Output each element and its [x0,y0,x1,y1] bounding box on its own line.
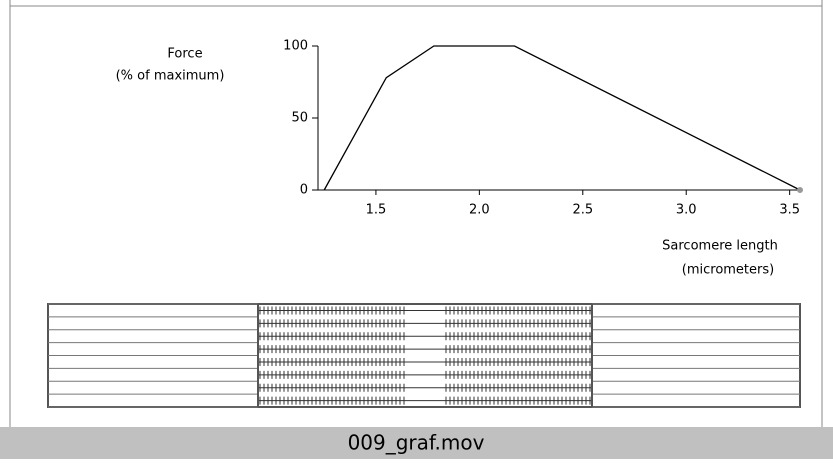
x-tick-label: 1.5 [366,203,387,218]
x-axis-label: (micrometers) [682,263,774,278]
x-tick-label: 2.0 [469,203,490,218]
x-axis-label: Sarcomere length [662,239,778,254]
force-line [323,45,801,191]
x-tick-label: 2.5 [572,203,593,218]
title-bar [0,427,833,459]
caption: 009_graf.mov [348,431,485,455]
end-point [797,187,803,193]
y-axis-label: Force [167,47,202,62]
y-tick-label: 0 [300,183,308,198]
y-tick-label: 100 [283,39,308,54]
y-tick-label: 50 [291,111,308,126]
sarcomere-diagram [47,303,801,408]
y-axis-label: (% of maximum) [116,69,225,84]
x-tick-label: 3.0 [676,203,697,218]
x-tick-label: 3.5 [779,203,800,218]
